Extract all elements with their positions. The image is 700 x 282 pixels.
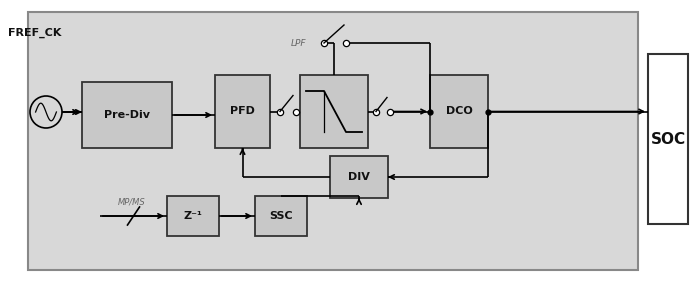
Text: DIV: DIV <box>348 172 370 182</box>
Bar <box>430 75 488 148</box>
Text: FREF_CK: FREF_CK <box>8 28 62 38</box>
Bar <box>167 196 219 236</box>
Bar <box>330 156 388 198</box>
Text: SOC: SOC <box>650 131 685 147</box>
Text: Pre-Div: Pre-Div <box>104 110 150 120</box>
Bar <box>82 82 172 148</box>
Bar <box>648 54 688 224</box>
Bar <box>28 12 638 270</box>
Text: PFD: PFD <box>230 107 255 116</box>
Text: Z⁻¹: Z⁻¹ <box>183 211 202 221</box>
Text: DCO: DCO <box>446 107 473 116</box>
Text: MP/MS: MP/MS <box>118 197 146 206</box>
Text: LPF: LPF <box>290 39 306 47</box>
Bar <box>215 75 270 148</box>
Bar <box>300 75 368 148</box>
Text: SSC: SSC <box>270 211 293 221</box>
Bar <box>255 196 307 236</box>
